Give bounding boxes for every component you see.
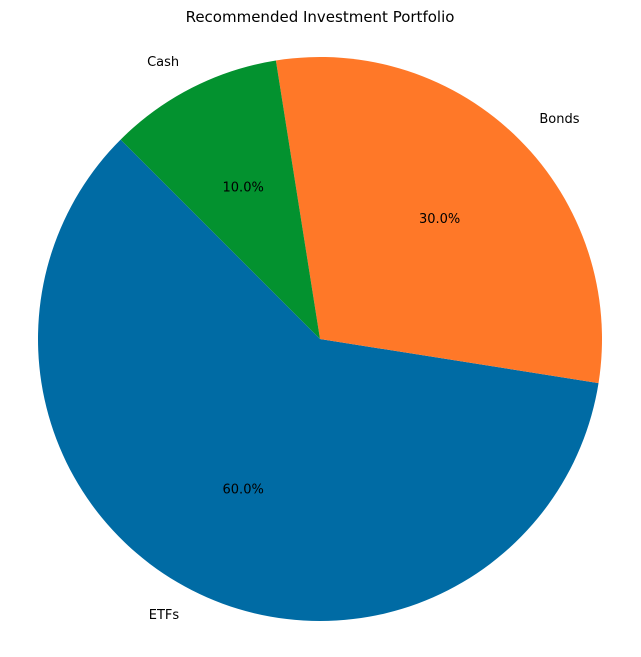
slice-percent-bonds: 30.0%	[419, 212, 460, 227]
pie-slice-etfs	[37, 139, 599, 622]
pie-labels: ETFs 60.0% Bonds 30.0% Cash 10.0%	[147, 55, 580, 623]
slice-label-cash: Cash	[147, 55, 179, 70]
slice-percent-etfs: 60.0%	[223, 482, 264, 497]
pie-slices	[37, 56, 602, 622]
pie-slice-bonds	[275, 56, 602, 384]
slice-label-etfs: ETFs	[149, 608, 180, 623]
slice-label-bonds: Bonds	[539, 112, 579, 127]
pie-slice-cash	[120, 60, 320, 339]
slice-percent-cash: 10.0%	[223, 181, 264, 196]
chart-title: Recommended Investment Portfolio	[186, 8, 455, 26]
